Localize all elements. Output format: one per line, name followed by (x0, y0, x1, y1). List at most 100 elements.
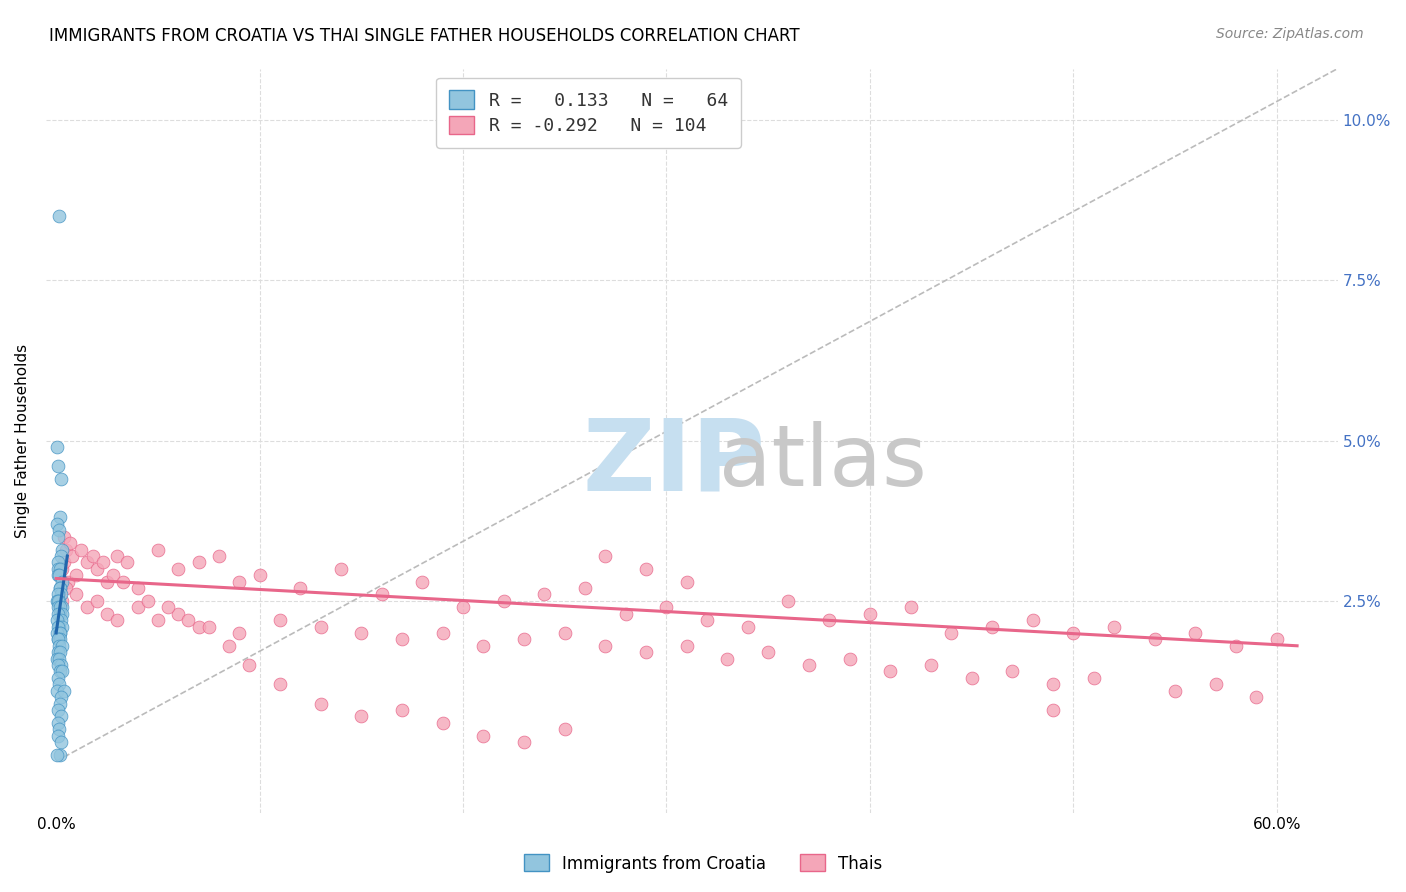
Point (48, 594, 70, 608)
Point (197, 619, 219, 633)
Point (49, 587, 72, 601)
Point (96, 607, 118, 621)
Point (818, 613, 841, 627)
Point (46, 683, 69, 698)
Point (48, 581, 70, 595)
Point (49, 607, 72, 621)
Point (48, 729, 70, 743)
Text: Source: ZipAtlas.com: Source: ZipAtlas.com (1216, 27, 1364, 41)
Point (329, 562, 352, 576)
Point (48, 639, 70, 653)
Point (411, 574, 433, 589)
Point (513, 735, 536, 749)
Point (48, 209, 70, 223)
Point (451, 600, 474, 615)
Point (52, 683, 75, 698)
Legend: Immigrants from Croatia, Thais: Immigrants from Croatia, Thais (517, 847, 889, 880)
Point (49, 632, 72, 647)
Point (59, 536, 82, 550)
Point (112, 574, 135, 589)
Point (48, 626, 70, 640)
Point (46, 530, 69, 544)
Point (48, 651, 70, 665)
Point (53, 530, 76, 544)
Point (1083, 671, 1105, 685)
Point (53, 555, 76, 569)
Point (859, 607, 882, 621)
Point (187, 555, 209, 569)
Point (920, 658, 942, 673)
Point (49, 562, 72, 576)
Point (49, 510, 72, 524)
Point (574, 581, 596, 595)
Point (595, 549, 617, 563)
Point (49, 735, 72, 749)
Point (49, 697, 72, 711)
Point (675, 574, 697, 589)
Point (46, 703, 69, 717)
Text: atlas: atlas (582, 421, 927, 504)
Point (636, 562, 658, 576)
Point (46, 568, 69, 582)
Point (51, 562, 73, 576)
Point (48, 524, 70, 538)
Point (46, 651, 69, 665)
Point (1265, 632, 1288, 647)
Point (46, 645, 69, 659)
Text: ZIP: ZIP (582, 415, 765, 511)
Point (1143, 632, 1166, 647)
Point (51, 619, 73, 633)
Point (655, 600, 678, 615)
Point (432, 715, 454, 730)
Point (187, 619, 209, 633)
Point (492, 594, 515, 608)
Point (218, 639, 240, 653)
Point (756, 645, 779, 659)
Point (48, 619, 70, 633)
Point (49, 626, 72, 640)
Point (51, 472, 73, 486)
Point (49, 747, 72, 762)
Point (46, 658, 69, 673)
Point (1042, 677, 1064, 691)
Point (49, 613, 72, 627)
Point (1021, 613, 1043, 627)
Point (46, 607, 69, 621)
Point (49, 549, 72, 563)
Point (614, 607, 637, 621)
Point (49, 645, 72, 659)
Point (1062, 626, 1084, 640)
Point (51, 542, 73, 557)
Point (941, 626, 963, 640)
Point (513, 632, 536, 647)
Point (1225, 639, 1247, 653)
Point (1042, 703, 1064, 717)
Point (51, 594, 73, 608)
Point (228, 626, 250, 640)
Point (51, 607, 73, 621)
Point (208, 549, 231, 563)
Point (472, 729, 495, 743)
Point (46, 671, 69, 685)
Point (117, 555, 139, 569)
Point (58, 574, 80, 589)
Point (1246, 690, 1268, 704)
Point (91, 555, 114, 569)
Y-axis label: Single Father Households: Single Father Households (15, 343, 30, 538)
Point (82, 549, 104, 563)
Point (96, 574, 118, 589)
Point (51, 574, 73, 589)
Point (716, 651, 738, 665)
Point (65, 568, 87, 582)
Point (554, 626, 576, 640)
Point (1102, 619, 1125, 633)
Point (838, 651, 860, 665)
Point (46, 594, 69, 608)
Point (46, 587, 69, 601)
Point (900, 600, 922, 615)
Point (1164, 683, 1187, 698)
Point (960, 671, 983, 685)
Point (350, 709, 373, 723)
Point (101, 568, 124, 582)
Point (49, 658, 72, 673)
